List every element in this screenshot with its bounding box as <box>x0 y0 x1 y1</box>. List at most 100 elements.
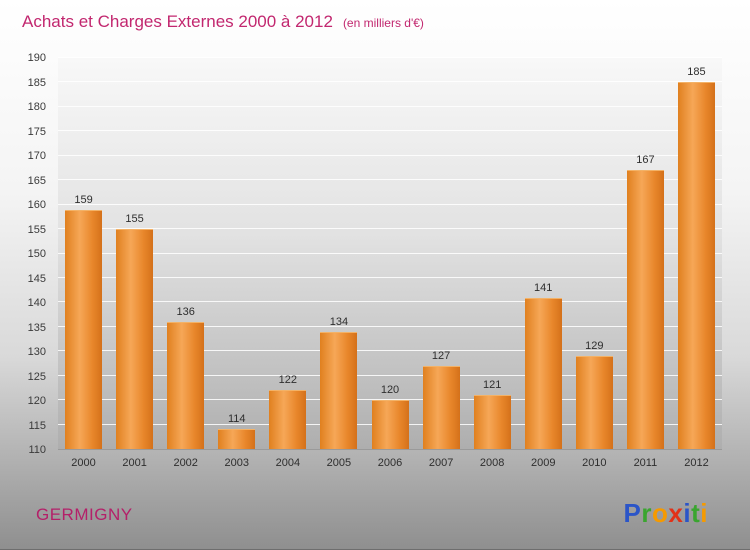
y-tick-label: 115 <box>28 419 46 432</box>
gridline <box>58 57 722 58</box>
bar-slot: 159 2000 <box>58 58 109 469</box>
x-tick-label: 2002 <box>173 457 198 469</box>
logo-letter: x <box>668 498 684 528</box>
bar-value-label: 136 <box>176 305 195 318</box>
bar-value-label: 122 <box>278 374 298 387</box>
gridline <box>58 276 722 278</box>
proxiti-logo: Proxiti <box>624 498 708 529</box>
y-tick-label: 145 <box>27 272 46 285</box>
gridline <box>58 301 722 303</box>
x-tick-label: 2010 <box>582 457 607 469</box>
x-tick-label: 2006 <box>377 457 403 469</box>
logo-letter: o <box>652 498 669 528</box>
x-tick-label: 2003 <box>224 457 250 469</box>
bar-slot: 136 2002 <box>160 58 211 469</box>
logo-letter: t <box>691 498 701 528</box>
bar-2008: 121 <box>473 379 511 449</box>
y-tick-label: 175 <box>27 125 46 138</box>
y-tick-label: 135 <box>27 321 46 334</box>
gridline <box>58 203 722 205</box>
y-tick-label: 160 <box>27 199 46 211</box>
bar-slot: 129 2010 <box>569 58 620 469</box>
bar-2000: 159 <box>65 194 103 449</box>
bar-value-label: 134 <box>329 315 349 328</box>
y-tick-label: 165 <box>27 174 46 187</box>
x-tick-label: 2001 <box>122 457 147 469</box>
y-axis: 110 115 120 125 130 135 140 145 150 155 160 165 170 1… <box>0 52 54 456</box>
y-tick-label: 170 <box>27 150 46 162</box>
bar-slot: 120 2006 <box>364 58 415 469</box>
chart-title: Achats et Charges Externes 2000 à 2012 <box>22 12 333 31</box>
gridline <box>58 154 722 156</box>
plot-area: 159 2000 155 2001 136 2002 114 2003 122 2004 134 20… <box>58 57 722 469</box>
logo-letter: P <box>623 498 642 528</box>
bar-2005: 134 <box>320 316 358 449</box>
gridline <box>58 374 722 376</box>
bar-value-label: 167 <box>636 154 655 167</box>
bar-value-label: 120 <box>380 384 400 397</box>
bar-slot: 167 2011 <box>620 58 671 469</box>
gridline <box>58 228 722 230</box>
bar-value-label: 129 <box>585 340 604 353</box>
y-tick-label: 130 <box>27 346 46 358</box>
bar-slot: 114 2003 <box>211 58 262 469</box>
gridline <box>58 350 722 352</box>
bar-value-label: 159 <box>74 193 93 206</box>
bar-slot: 141 2009 <box>518 58 569 469</box>
y-tick-label: 125 <box>27 370 46 383</box>
bar-value-label: 185 <box>687 66 706 79</box>
y-tick-label: 110 <box>28 444 46 456</box>
location-label: GERMIGNY <box>36 505 133 524</box>
bar-slot: 185 2012 <box>671 58 722 469</box>
bars-container: 159 2000 155 2001 136 2002 114 2003 122 2004 134 20… <box>58 58 722 469</box>
footer: GERMIGNY Proxiti <box>0 495 750 531</box>
y-tick-label: 185 <box>27 76 46 89</box>
y-tick-label: 140 <box>27 297 46 309</box>
logo-letter: i <box>700 498 708 528</box>
gridline <box>58 105 722 107</box>
gridline <box>58 179 722 181</box>
x-tick-label: 2012 <box>684 457 709 469</box>
gridline <box>58 252 722 254</box>
bar-2001: 155 <box>116 213 154 449</box>
bar-2010: 129 <box>575 340 613 449</box>
x-tick-label: 2004 <box>275 457 301 469</box>
y-tick-label: 150 <box>27 248 46 260</box>
bar-2009: 141 <box>524 282 562 449</box>
x-tick-label: 2011 <box>633 457 658 469</box>
bar-2002: 136 <box>167 306 205 449</box>
bar-value-label: 121 <box>482 379 502 392</box>
bar-value-label: 141 <box>534 281 553 294</box>
chart-header: Achats et Charges Externes 2000 à 2012 (… <box>22 12 730 32</box>
y-tick-label: 155 <box>27 223 46 236</box>
bar-slot: 121 2008 <box>467 58 518 469</box>
x-tick-label: 2007 <box>428 457 454 469</box>
x-tick-label: 2005 <box>326 457 352 469</box>
bar-slot: 134 2005 <box>313 58 364 469</box>
logo-letter: i <box>683 498 692 528</box>
bar-value-label: 155 <box>125 213 144 226</box>
x-tick-label: 2000 <box>71 457 96 469</box>
y-tick-label: 190 <box>27 52 46 64</box>
bar-value-label: 114 <box>227 413 246 426</box>
bar-slot: 122 2004 <box>262 58 313 469</box>
bar-2004: 122 <box>269 374 307 449</box>
gridline <box>58 81 722 83</box>
logo-letter: r <box>641 498 652 528</box>
gridline <box>58 130 722 132</box>
bar-2007: 127 <box>422 350 460 449</box>
gridline <box>58 399 722 401</box>
x-tick-label: 2008 <box>479 457 505 469</box>
bar-slot: 127 2007 <box>416 58 467 469</box>
bar-slot: 155 2001 <box>109 58 160 469</box>
gridline <box>58 325 722 327</box>
x-tick-label: 2009 <box>530 457 556 469</box>
bar-2006: 120 <box>371 384 409 449</box>
y-tick-label: 180 <box>27 101 46 113</box>
bar-2012: 185 <box>677 66 715 449</box>
y-tick-label: 120 <box>27 395 46 407</box>
chart-subtitle: (en milliers d'€) <box>342 16 424 30</box>
bar-2011: 167 <box>626 154 664 449</box>
bar-value-label: 127 <box>431 349 451 362</box>
